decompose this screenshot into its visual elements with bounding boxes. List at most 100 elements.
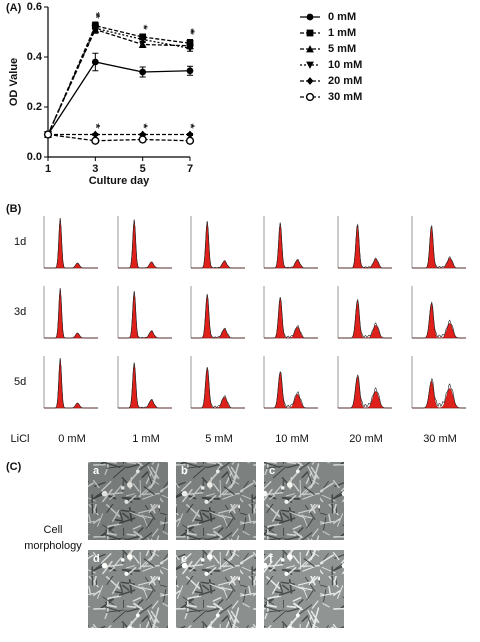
- series-line: [47, 61, 191, 135]
- x-tick-label: 5: [140, 163, 146, 175]
- histogram-outline: [191, 294, 245, 339]
- marker: [185, 136, 195, 145]
- panel-label: (B): [6, 203, 22, 215]
- legend-label: 20 mM: [328, 75, 362, 87]
- marker: [138, 135, 147, 144]
- legend-marker: [306, 29, 314, 37]
- image-label: f: [269, 553, 273, 565]
- column-label: 1 mM: [132, 433, 160, 445]
- significance-mark: ***: [89, 12, 101, 20]
- significance-mark: **: [137, 24, 149, 30]
- marker: [139, 68, 147, 76]
- micrograph: [88, 462, 168, 540]
- histogram-fill: [191, 367, 245, 409]
- image-label: c: [269, 465, 275, 477]
- histogram-outline: [118, 291, 172, 339]
- y-tick-label: 0.6: [27, 1, 42, 13]
- marker: [186, 67, 194, 75]
- y-tick-label: 0.0: [27, 151, 42, 163]
- series-line: [47, 27, 191, 135]
- histogram-outline: [412, 224, 466, 269]
- histogram-outline: [338, 223, 392, 269]
- column-label: 30 mM: [423, 433, 457, 445]
- morphology-label: Cell morphology: [24, 524, 82, 552]
- histogram-fill: [264, 222, 318, 269]
- column-label: 10 mM: [275, 433, 309, 445]
- column-label: 20 mM: [349, 433, 383, 445]
- histogram-fill: [191, 294, 245, 339]
- marker: [186, 44, 194, 53]
- row-label: 5d: [14, 376, 26, 388]
- panel-label: (A): [6, 2, 22, 14]
- legend-label: 10 mM: [328, 59, 362, 71]
- legend-marker: [306, 45, 314, 53]
- image-label: b: [181, 465, 188, 477]
- histogram-outline: [338, 298, 392, 339]
- column-label: 0 mM: [58, 433, 86, 445]
- histogram-fill: [412, 225, 466, 269]
- histogram-outline: [264, 222, 318, 269]
- row-label: 1d: [14, 236, 26, 248]
- marker: [43, 130, 53, 139]
- histogram-fill: [44, 357, 98, 409]
- image-label: a: [93, 465, 100, 477]
- histogram-fill: [44, 287, 98, 339]
- histogram-fill: [264, 371, 318, 409]
- marker: [138, 36, 147, 44]
- histogram-fill: [338, 224, 392, 269]
- significance-mark: **: [137, 123, 149, 129]
- histogram-outline: [44, 287, 98, 339]
- x-axis-label: Culture day: [89, 175, 150, 187]
- legend-marker: [306, 61, 314, 69]
- legend-label: 5 mM: [328, 43, 356, 55]
- row-label: 3d: [14, 306, 26, 318]
- micrograph: [176, 550, 256, 628]
- histogram-outline: [118, 219, 172, 269]
- y-tick-label: 0.4: [27, 51, 43, 63]
- legend-label: 0 mM: [328, 11, 356, 23]
- panel-label: (C): [6, 461, 22, 473]
- significance-mark: **: [184, 123, 196, 129]
- significance-mark: **: [89, 123, 101, 129]
- histogram-outline: [44, 357, 98, 409]
- x-tick-label: 3: [92, 163, 98, 175]
- histogram-fill: [118, 291, 172, 339]
- histogram-outline: [191, 221, 245, 269]
- x-tick-label: 1: [45, 163, 51, 175]
- histogram-outline: [338, 373, 392, 409]
- series-line: [47, 24, 191, 135]
- marker: [91, 136, 100, 145]
- legend-marker: [306, 77, 314, 85]
- histogram-outline: [264, 297, 318, 339]
- histogram-fill: [338, 376, 392, 409]
- significance-mark: ***: [184, 28, 196, 36]
- y-axis-label: OD Value: [8, 58, 20, 106]
- marker: [91, 130, 99, 139]
- x-tick-label: 7: [187, 163, 193, 175]
- histogram-fill: [118, 362, 172, 409]
- marker: [91, 24, 100, 33]
- legend-label: 1 mM: [328, 27, 356, 39]
- histogram-outline: [412, 378, 466, 409]
- marker: [138, 40, 147, 48]
- image-label: d: [93, 553, 100, 565]
- micrograph: [264, 462, 344, 540]
- marker: [186, 130, 194, 139]
- histogram-outline: [264, 371, 318, 409]
- treatment-label: LiCl: [11, 433, 30, 445]
- histogram-outline: [191, 367, 245, 409]
- histogram-outline: [412, 301, 466, 339]
- histogram-fill: [191, 221, 245, 269]
- micrograph: [264, 550, 344, 628]
- legend-label: 30 mM: [328, 91, 362, 103]
- legend-marker: [305, 92, 315, 102]
- histogram-outline: [118, 362, 172, 409]
- series-line: [47, 28, 191, 135]
- column-label: 5 mM: [205, 433, 233, 445]
- histogram-fill: [264, 297, 318, 339]
- micrograph: [176, 462, 256, 540]
- image-label: e: [181, 553, 187, 565]
- legend-marker: [306, 13, 314, 21]
- micrograph: [88, 550, 168, 628]
